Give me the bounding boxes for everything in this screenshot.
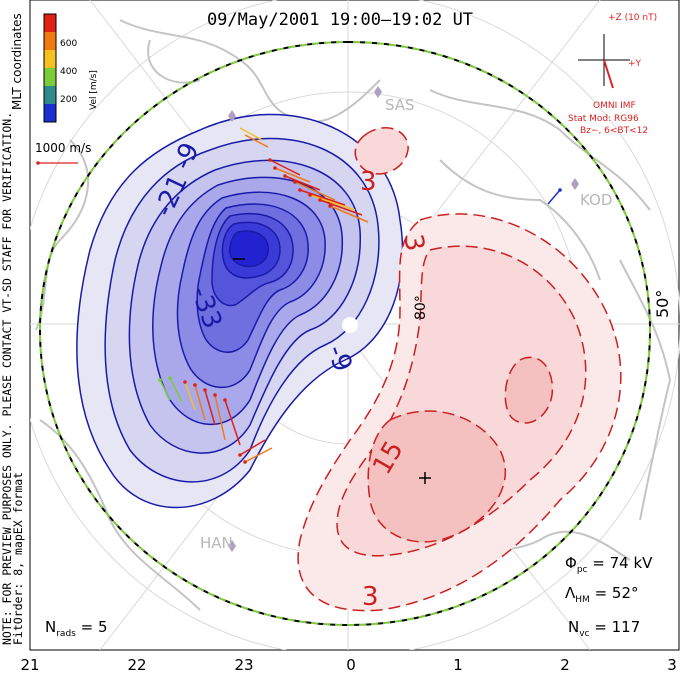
stat-n-rads: Nrads = 5 bbox=[45, 618, 108, 639]
colorbar-outline bbox=[43, 13, 57, 123]
vector-origins bbox=[158, 158, 562, 464]
preview-note: NOTE: FOR PREVIEW PURPOSES ONLY. PLEASE … bbox=[0, 112, 14, 645]
stat-phi-pc: Φpc = 74 kV bbox=[565, 554, 653, 575]
colorbar-unit: Vel [m/s] bbox=[89, 70, 99, 110]
fit-order-note: FitOrder: 8, mapEX format bbox=[11, 472, 25, 645]
contour-label-pos-2: 3 bbox=[397, 232, 429, 254]
potential-maximum-marker bbox=[419, 472, 431, 484]
mlt-tick-label: 23 bbox=[234, 656, 253, 674]
mlt-tick-label: 21 bbox=[20, 656, 39, 674]
colorbar-segment bbox=[44, 68, 56, 86]
imf-clock-dial bbox=[578, 34, 630, 89]
imf-axis-y: +Y bbox=[628, 59, 642, 69]
mlt-axis: 21 22 23 0 1 2 3 bbox=[20, 656, 676, 674]
radar-labels: SAS KOD HAN bbox=[200, 96, 612, 552]
map-title: 09/May/2001 19:00–19:02 UT bbox=[207, 10, 473, 30]
imf-model: Stat Mod: RG96 bbox=[568, 114, 639, 124]
colorbar-tick-600: 600 bbox=[60, 39, 77, 49]
imf-source: OMNI IMF bbox=[593, 101, 636, 111]
radar-label-kod: KOD bbox=[580, 191, 612, 209]
mlt-tick-label: 3 bbox=[667, 656, 677, 674]
negative-potential-cell bbox=[76, 113, 404, 509]
positive-potential-cell bbox=[297, 127, 622, 612]
stat-lambda-hm: ΛHM = 52° bbox=[565, 584, 639, 605]
colorbar-segment bbox=[44, 14, 56, 32]
velocity-vectors bbox=[159, 127, 561, 463]
radar-markers bbox=[228, 86, 579, 552]
mlt-tick-label: 1 bbox=[453, 656, 463, 674]
mlt-coords-label: MLT coordinates bbox=[10, 13, 24, 110]
imf-condition: Bz−, 6<BT<12 bbox=[580, 126, 648, 136]
contour-label-pos-1: 3 bbox=[360, 167, 377, 197]
colorbar-segment bbox=[44, 104, 56, 122]
colorbar-tick-200: 200 bbox=[60, 95, 77, 105]
velocity-colorbar bbox=[43, 13, 57, 123]
scale-vector-label: 1000 m/s bbox=[35, 141, 91, 155]
heppner-maynard-boundary-dash bbox=[38, 40, 652, 627]
lat-label-50: 50° bbox=[653, 290, 672, 318]
data-gap bbox=[342, 317, 358, 333]
contour-label-pos-4: 3 bbox=[362, 582, 379, 612]
lat-label-80: 80° bbox=[413, 295, 429, 320]
imf-axis-z: +Z (10 nT) bbox=[608, 13, 657, 23]
colorbar-segment bbox=[44, 32, 56, 50]
scale-vector-arrow bbox=[36, 161, 78, 165]
mlt-tick-label: 0 bbox=[346, 656, 356, 674]
radar-label-sas: SAS bbox=[385, 96, 415, 114]
colorbar-tick-400: 400 bbox=[60, 67, 77, 77]
mlt-tick-label: 22 bbox=[127, 656, 146, 674]
mlt-tick-label: 2 bbox=[560, 656, 570, 674]
stat-n-vc: Nvc = 117 bbox=[568, 618, 640, 639]
coastlines bbox=[35, 19, 672, 611]
colorbar-segment bbox=[44, 50, 56, 68]
radar-label-han: HAN bbox=[200, 534, 233, 552]
colorbar-segment bbox=[44, 86, 56, 104]
